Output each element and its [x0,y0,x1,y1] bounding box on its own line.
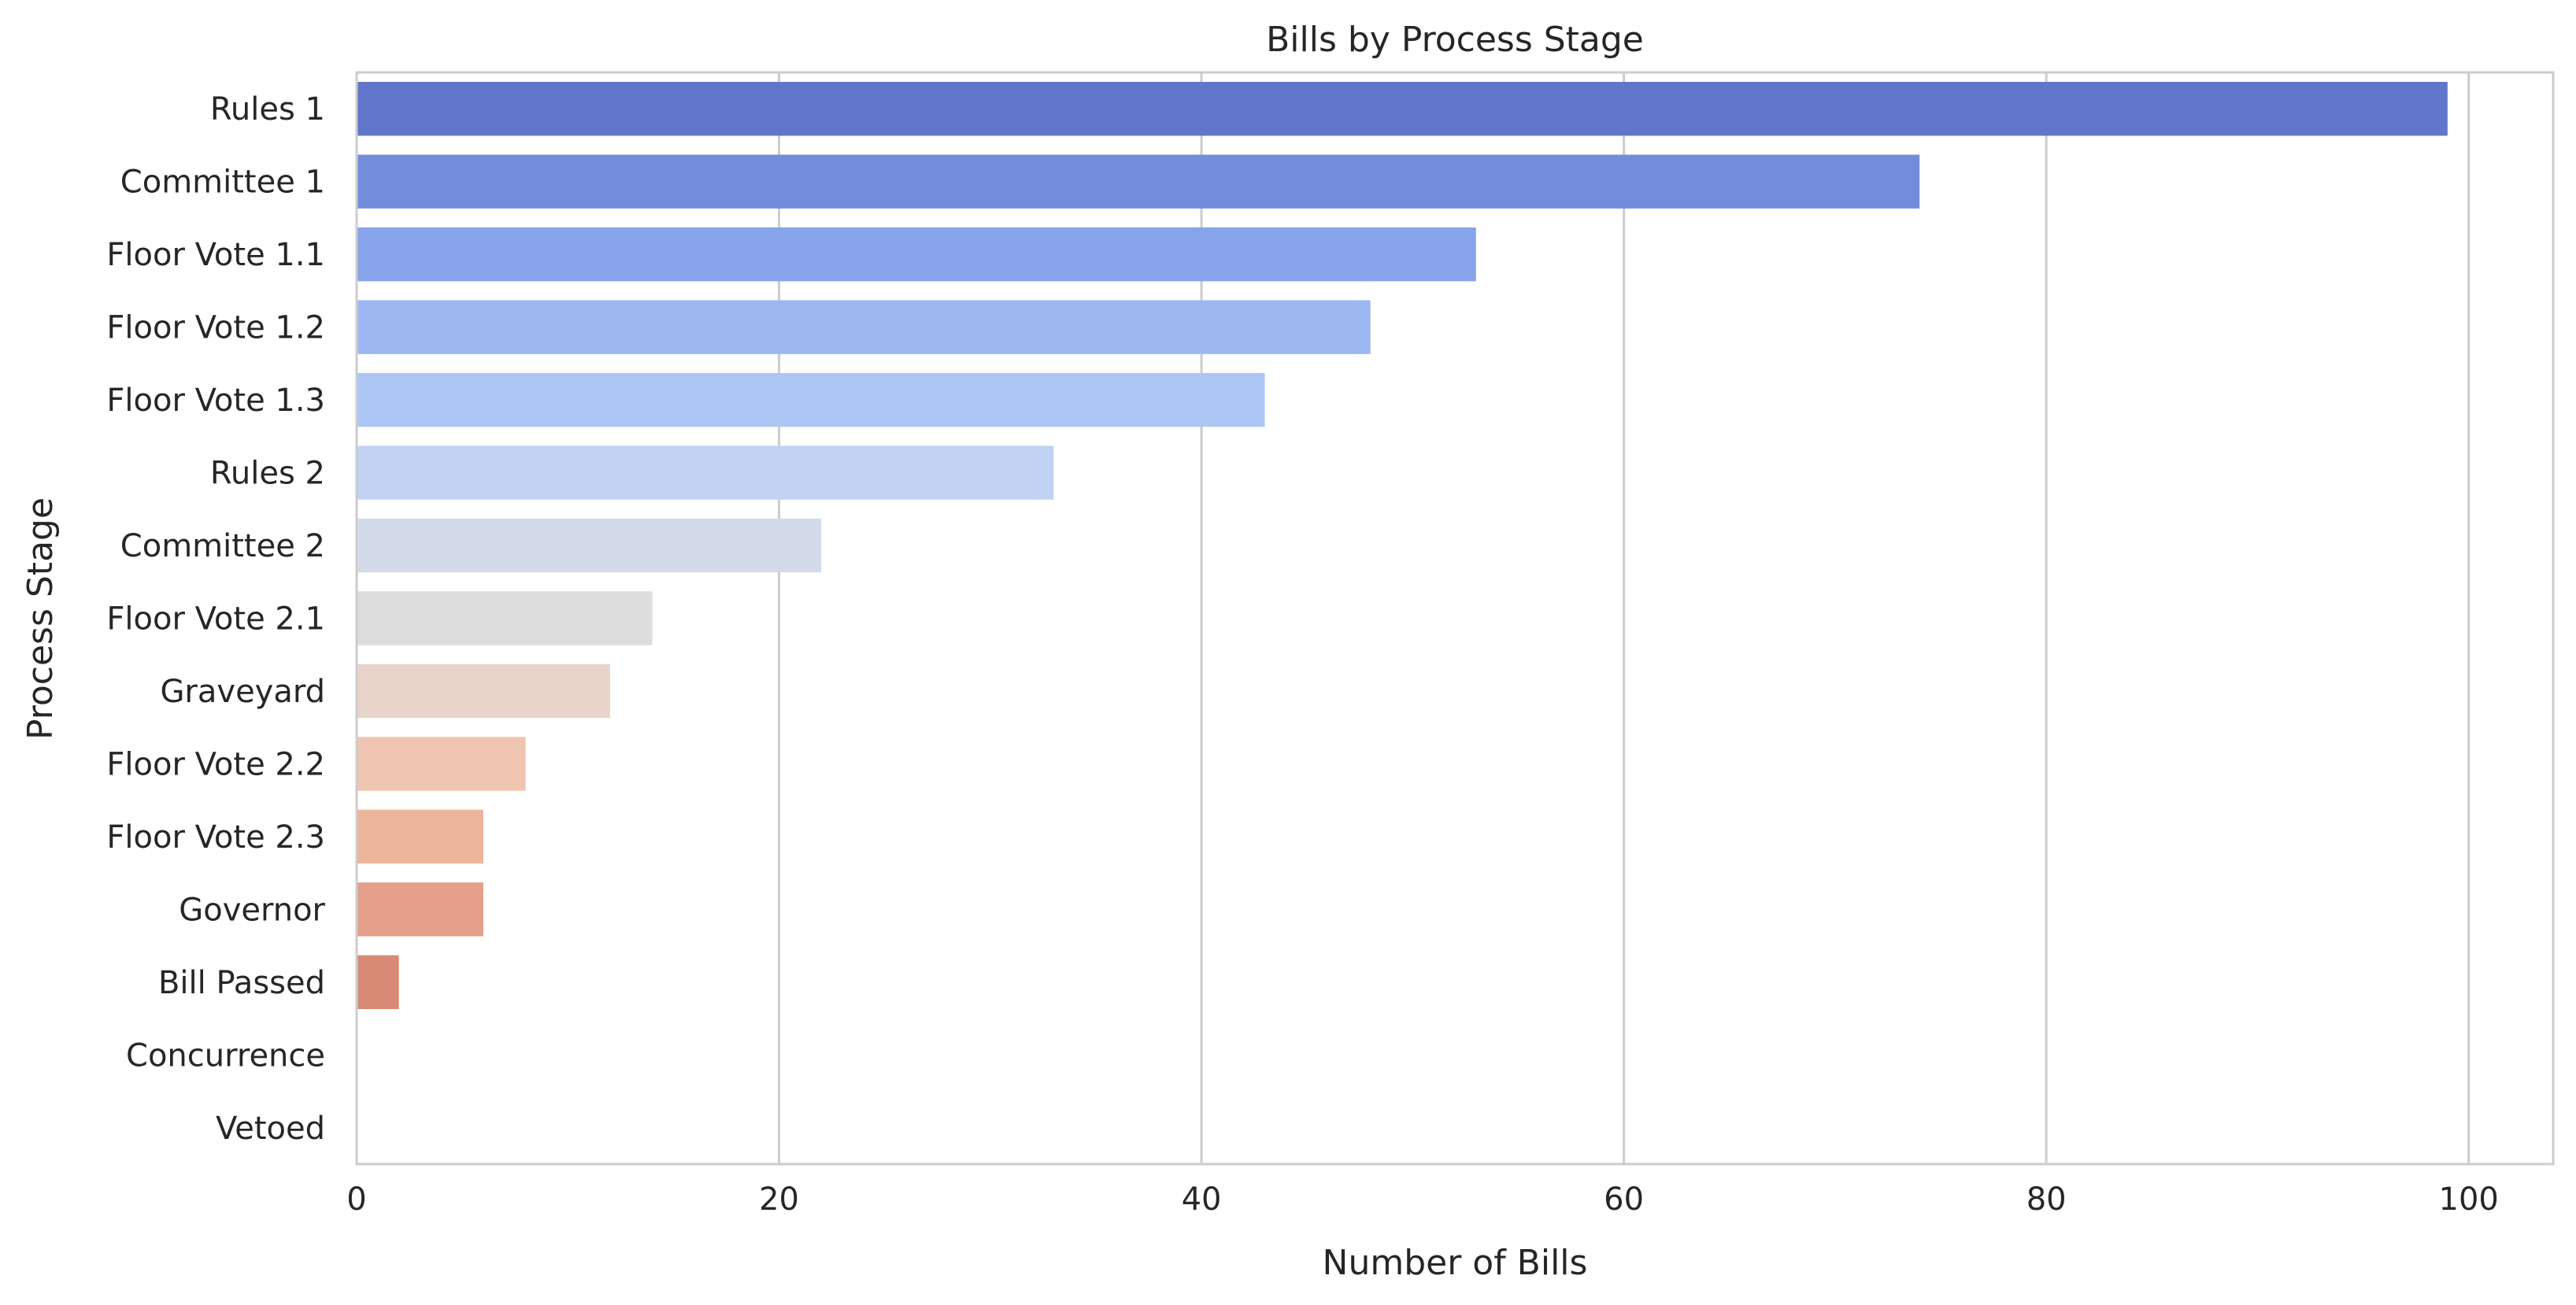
bar [357,154,1920,209]
bars [357,82,2448,1010]
x-tick-label: 0 [346,1181,366,1218]
x-axis-label: Number of Bills [1323,1243,1588,1283]
bar [357,809,483,864]
bar [357,882,483,937]
y-tick-label: Rules 2 [210,456,325,492]
y-tick-label: Floor Vote 2.3 [106,819,325,856]
y-tick-label: Rules 1 [210,91,325,128]
chart-title: Bills by Process Stage [1266,20,1644,60]
x-tick-label: 80 [2026,1181,2067,1218]
bar [357,82,2448,136]
bar [357,737,526,791]
y-tick-label: Committee 2 [120,528,325,564]
y-tick-label: Governor [179,892,325,928]
y-tick-label: Vetoed [216,1111,325,1147]
bar [357,664,610,719]
bar [357,518,822,573]
x-tick-label: 100 [2439,1181,2499,1218]
y-tick-label: Floor Vote 1.2 [106,310,325,346]
x-tick-label: 60 [1604,1181,1644,1218]
bar [357,300,1371,354]
bar [357,591,653,645]
y-tick-label: Floor Vote 1.1 [106,237,325,273]
y-tick-label: Concurrence [126,1037,325,1074]
bar [357,445,1054,500]
x-tick-label: 20 [759,1181,799,1218]
y-tick-labels: Rules 1 Committee 1 Floor Vote 1.1 Floor Vo… [106,91,325,1147]
y-axis-label: Process Stage [20,497,61,740]
y-tick-label: Floor Vote 2.1 [106,601,325,638]
bar [357,227,1476,282]
y-tick-label: Floor Vote 2.2 [106,746,325,782]
x-tick-labels: 0 20 40 60 80 100 [346,1181,2499,1218]
y-tick-label: Graveyard [160,674,325,710]
y-tick-label: Committee 1 [120,165,325,201]
bar [357,955,399,1010]
x-tick-label: 40 [1182,1181,1222,1218]
plot-frame [355,71,2555,1166]
y-tick-label: Floor Vote 1.3 [106,383,325,419]
bar [357,372,1265,427]
y-tick-label: Bill Passed [158,965,325,1001]
